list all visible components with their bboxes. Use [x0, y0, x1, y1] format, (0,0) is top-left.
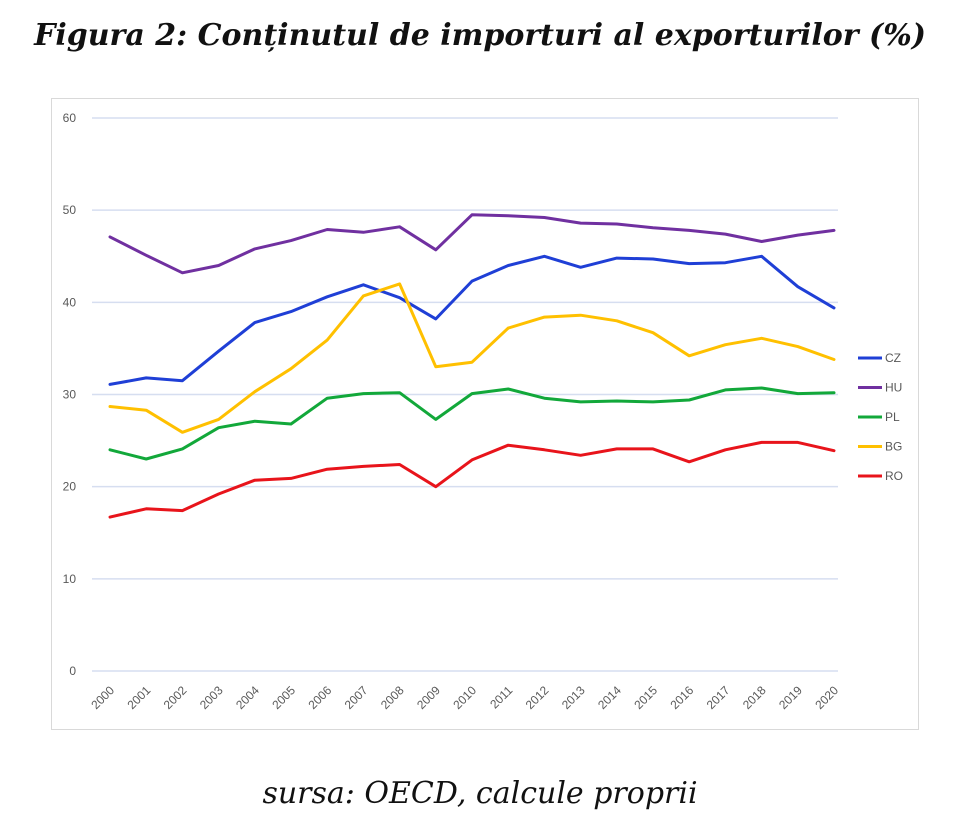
y-tick-label: 10 — [63, 572, 77, 586]
x-tick-label: 2019 — [776, 683, 805, 712]
x-tick-label: 2015 — [631, 683, 660, 712]
legend-label-ro: RO — [885, 469, 903, 483]
y-tick-label: 20 — [63, 480, 77, 494]
y-tick-label: 60 — [63, 111, 77, 125]
x-tick-label: 2016 — [668, 683, 697, 712]
chart-frame: 0 10 20 30 40 50 60 2000 2001 2002 2003 2004 2005 20… — [51, 98, 919, 730]
y-tick-label: 0 — [69, 664, 76, 678]
y-tick-label: 40 — [63, 295, 77, 309]
x-tick-label: 2002 — [161, 683, 190, 712]
x-tick-label: 2010 — [450, 683, 479, 712]
series-line-ro — [108, 440, 836, 519]
figure-caption: sursa: OECD, calcule proprii — [262, 776, 698, 811]
x-tick-label: 2001 — [125, 683, 154, 712]
x-tick-label: 2009 — [414, 683, 443, 712]
x-axis-ticks: 2000 2001 2002 2003 2004 2005 2006 2007 2008 2009… — [88, 683, 841, 712]
x-tick-label: 2013 — [559, 683, 588, 712]
gridlines — [92, 117, 838, 672]
x-tick-label: 2014 — [595, 683, 624, 712]
x-tick-label: 2005 — [269, 683, 298, 712]
y-axis-ticks: 0 10 20 30 40 50 60 — [63, 111, 77, 678]
legend-label-cz: CZ — [885, 351, 901, 365]
series-line-cz — [108, 254, 836, 386]
x-tick-label: 2018 — [740, 683, 769, 712]
x-tick-label: 2003 — [197, 683, 226, 712]
y-tick-label: 30 — [63, 388, 77, 402]
legend: CZ HU PL BG RO — [858, 351, 903, 483]
x-tick-label: 2000 — [88, 683, 117, 712]
x-tick-label: 2020 — [812, 683, 841, 712]
legend-label-bg: BG — [885, 440, 902, 454]
x-tick-label: 2017 — [704, 683, 733, 712]
y-tick-label: 50 — [63, 203, 77, 217]
x-tick-label: 2006 — [306, 683, 335, 712]
x-tick-label: 2007 — [342, 683, 371, 712]
legend-label-hu: HU — [885, 381, 902, 395]
x-tick-label: 2008 — [378, 683, 407, 712]
x-tick-label: 2004 — [233, 683, 262, 712]
series-line-hu — [108, 213, 836, 275]
legend-label-pl: PL — [885, 410, 900, 424]
x-tick-label: 2011 — [487, 683, 515, 711]
series-lines — [108, 213, 836, 519]
series-line-pl — [108, 386, 836, 461]
x-tick-label: 2012 — [523, 683, 552, 712]
figure-title: Figura 2: Conținutul de importuri al exp… — [34, 18, 926, 53]
series-line-bg — [108, 282, 836, 434]
